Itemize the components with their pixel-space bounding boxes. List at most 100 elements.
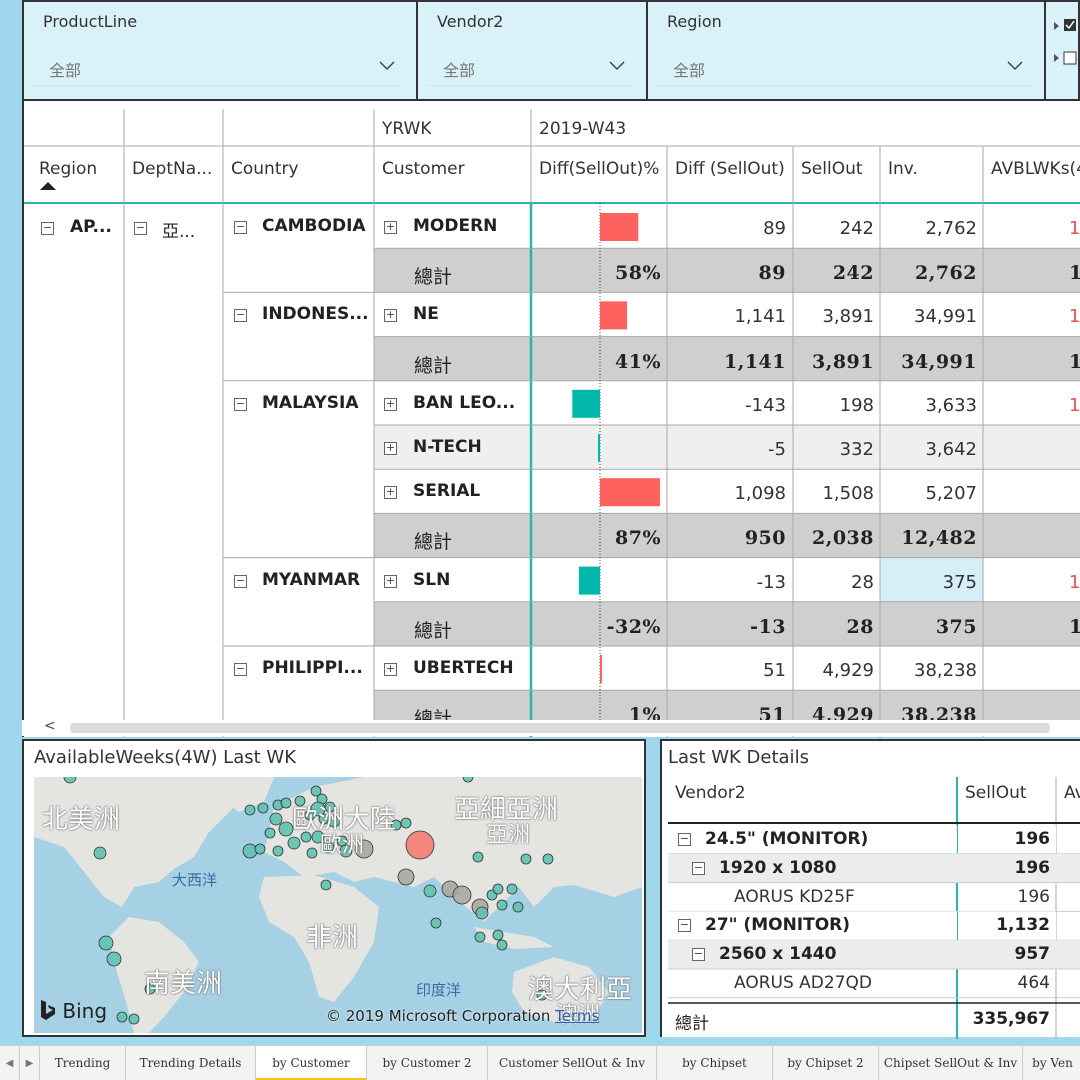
- map-bubble[interactable]: [264, 827, 276, 839]
- column-header-customer[interactable]: Customer: [382, 159, 465, 179]
- customer-cell[interactable]: BAN LEO...: [413, 392, 516, 413]
- tab-by-customer-2[interactable]: by Customer 2: [367, 1046, 488, 1080]
- expand-icon[interactable]: +: [384, 308, 397, 323]
- tab-customer-sellout-inv[interactable]: Customer SellOut & Inv: [488, 1046, 657, 1080]
- map-bubble[interactable]: [106, 951, 122, 967]
- map-bubble[interactable]: [405, 830, 435, 860]
- details-header-av[interactable]: Av: [1064, 783, 1080, 803]
- map-bubble[interactable]: [462, 777, 474, 783]
- column-header-diff-pct[interactable]: Diff(SellOut)%: [539, 159, 660, 179]
- scrollbar-thumb[interactable]: [70, 723, 1050, 733]
- map-bubble[interactable]: [430, 917, 442, 929]
- tab-trending-details[interactable]: Trending Details: [126, 1046, 256, 1080]
- map-bubble[interactable]: [397, 868, 415, 886]
- map-bubble[interactable]: [536, 989, 548, 1001]
- map-bubble[interactable]: [294, 795, 306, 807]
- column-header-deptname[interactable]: DeptNa...: [132, 159, 213, 179]
- customer-cell[interactable]: SERIAL: [413, 481, 481, 502]
- tab-by-chipset-2[interactable]: by Chipset 2: [773, 1046, 879, 1080]
- tab-next-icon[interactable]: ▶: [20, 1046, 40, 1080]
- collapse-icon[interactable]: −: [234, 308, 247, 323]
- scroll-left-icon[interactable]: <: [44, 718, 56, 734]
- collapse-icon[interactable]: −: [234, 573, 247, 588]
- map-bubble[interactable]: [272, 845, 284, 857]
- region-dropdown[interactable]: 全部: [657, 46, 1030, 86]
- collapse-icon[interactable]: −: [234, 220, 247, 234]
- productline-dropdown[interactable]: 全部: [33, 46, 402, 86]
- expand-icon[interactable]: +: [384, 662, 397, 676]
- customer-cell[interactable]: N-TECH: [413, 437, 482, 457]
- details-header-vendor2[interactable]: Vendor2: [675, 783, 746, 803]
- customer-cell[interactable]: NE: [413, 304, 439, 325]
- map-bubble[interactable]: [423, 884, 437, 898]
- map-bubble[interactable]: [542, 853, 554, 865]
- tab-by-chipset[interactable]: by Chipset: [657, 1046, 773, 1080]
- details-header-sellout[interactable]: SellOut: [965, 783, 1027, 803]
- map-bubble[interactable]: [306, 847, 318, 859]
- map-bubble[interactable]: [93, 846, 107, 860]
- tab-chipset-sellout-inv[interactable]: Chipset SellOut & Inv: [879, 1046, 1023, 1080]
- collapse-icon[interactable]: −: [234, 396, 247, 411]
- map-bubble[interactable]: [287, 836, 301, 850]
- map-bubble[interactable]: [310, 785, 322, 797]
- map-bubble[interactable]: [474, 931, 486, 943]
- map-bubble[interactable]: [257, 802, 269, 814]
- map-bubble[interactable]: [400, 817, 412, 829]
- collapse-icon[interactable]: −: [234, 662, 247, 676]
- map-bubble[interactable]: [144, 983, 156, 995]
- map-bubble[interactable]: [506, 883, 518, 895]
- column-header-region[interactable]: Region: [39, 159, 98, 179]
- map-bubble[interactable]: [475, 906, 489, 920]
- expand-icon[interactable]: +: [384, 220, 397, 234]
- terms-link[interactable]: Terms: [555, 1007, 600, 1025]
- map-bubble[interactable]: [278, 821, 294, 837]
- map-bubble[interactable]: [512, 901, 524, 913]
- map-bubble[interactable]: [280, 797, 292, 809]
- map-bubble[interactable]: [472, 851, 484, 863]
- map-bubble[interactable]: [300, 831, 312, 843]
- column-header-diff-sellout[interactable]: Diff (SellOut): [675, 159, 785, 179]
- map-bubble[interactable]: [320, 879, 332, 891]
- map-bubble[interactable]: [254, 843, 266, 855]
- customer-cell[interactable]: SLN: [413, 569, 451, 590]
- bing-map[interactable]: 北美洲 歐洲大陸 歐洲 亞細亞洲 亞洲 大西洋 非洲 南美洲 印度洋 澳大利亞 …: [34, 777, 642, 1033]
- vendor2-dropdown[interactable]: 全部: [427, 46, 632, 86]
- expand-icon[interactable]: +: [384, 573, 397, 588]
- map-bubble[interactable]: [339, 844, 353, 858]
- map-bubble[interactable]: [492, 929, 504, 941]
- tab-by-ven[interactable]: by Ven: [1023, 1046, 1080, 1080]
- map-bubble[interactable]: [269, 812, 283, 826]
- map-bubble[interactable]: [452, 885, 472, 905]
- map-bubble[interactable]: [244, 804, 256, 816]
- map-bubble[interactable]: [520, 853, 532, 865]
- column-header-sellout[interactable]: SellOut: [801, 159, 863, 179]
- tab-by-customer[interactable]: by Customer: [256, 1046, 367, 1080]
- tab-prev-icon[interactable]: ◀: [0, 1046, 20, 1080]
- map-bubble[interactable]: [496, 899, 508, 911]
- map-bubble[interactable]: [63, 777, 77, 784]
- tab-trending[interactable]: Trending: [40, 1046, 126, 1080]
- map-bubble[interactable]: [242, 843, 258, 859]
- column-header-avblwks[interactable]: AVBLWKs(4: [991, 159, 1080, 179]
- map-bubble[interactable]: [496, 939, 508, 951]
- map-bubble[interactable]: [324, 801, 336, 813]
- collapse-icon[interactable]: −: [41, 221, 54, 235]
- expand-icon[interactable]: +: [384, 441, 397, 455]
- map-bubble[interactable]: [354, 839, 374, 859]
- map-bubble[interactable]: [128, 1013, 140, 1025]
- map-bubble[interactable]: [321, 840, 335, 854]
- horizontal-scrollbar[interactable]: <: [22, 718, 1080, 736]
- map-bubble[interactable]: [327, 814, 341, 828]
- collapse-icon[interactable]: −: [692, 947, 705, 962]
- map-bubble[interactable]: [304, 809, 316, 821]
- customer-cell[interactable]: UBERTECH: [413, 658, 514, 678]
- checkbox-list-icon[interactable]: [1054, 2, 1080, 82]
- column-header-country[interactable]: Country: [231, 159, 299, 179]
- map-bubble[interactable]: [116, 1011, 128, 1023]
- map-bubble[interactable]: [336, 835, 348, 847]
- collapse-icon[interactable]: −: [134, 221, 147, 235]
- expand-icon[interactable]: +: [384, 485, 397, 500]
- expand-icon[interactable]: +: [384, 396, 397, 411]
- customer-cell[interactable]: MODERN: [413, 216, 498, 236]
- collapse-icon[interactable]: −: [678, 832, 691, 846]
